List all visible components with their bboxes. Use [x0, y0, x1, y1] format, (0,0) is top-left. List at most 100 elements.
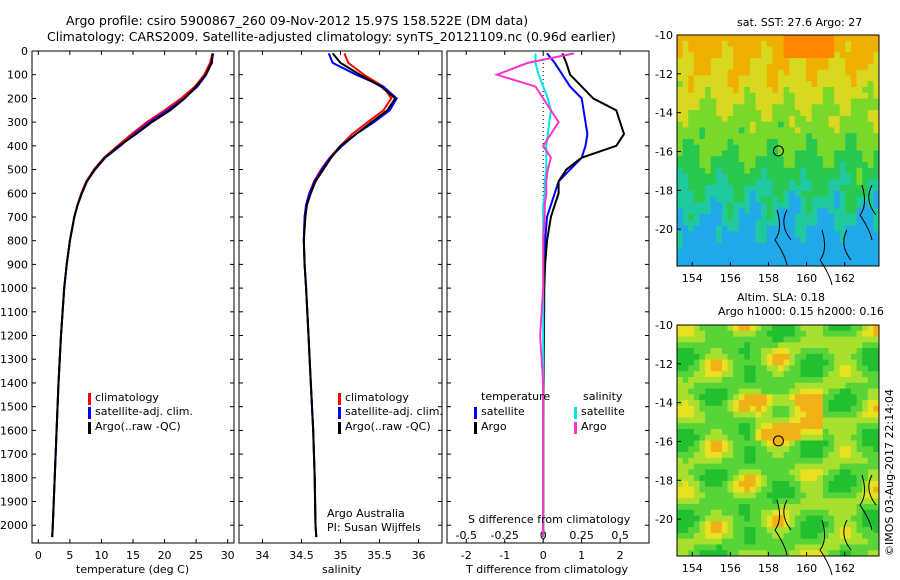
map-cell: [761, 110, 768, 117]
map-cell: [800, 365, 807, 372]
map-cell: [710, 196, 717, 203]
map-cell: [744, 133, 751, 140]
map-cell: [766, 417, 773, 424]
map-cell: [677, 162, 684, 169]
map-cell: [839, 394, 846, 401]
map-cell: [778, 237, 785, 244]
map-cell: [693, 248, 700, 255]
legend-satellite-label: satellite-adj. clim.: [95, 405, 193, 418]
map-cell: [806, 156, 813, 163]
figure-title-line2: Climatology: CARS2009. Satellite-adjuste…: [47, 29, 616, 44]
map-cell: [755, 190, 762, 198]
map-cell: [733, 144, 740, 151]
map-cell: [721, 46, 728, 53]
map-cell: [794, 63, 801, 71]
map-cell: [783, 365, 790, 372]
salinity-axis-label: salinity: [322, 563, 362, 576]
map-cell: [778, 550, 785, 557]
map-cell: [806, 40, 813, 47]
map-cell: [727, 348, 734, 355]
map-cell: [733, 196, 740, 203]
map-cell: [867, 550, 874, 557]
map-cell: [873, 348, 880, 355]
map-cell: [800, 423, 807, 430]
map-cell: [749, 110, 756, 117]
map-cell: [862, 365, 869, 372]
map-cell: [761, 92, 768, 99]
map-cell: [677, 214, 684, 221]
map-cell: [682, 75, 689, 82]
map-cell: [716, 52, 723, 59]
map-cell: [873, 52, 880, 59]
map-cell: [800, 86, 807, 94]
map-cell: [677, 219, 684, 226]
map-cell: [856, 417, 863, 424]
map-cell: [766, 156, 773, 163]
map-cell: [811, 98, 818, 105]
map-cell: [688, 173, 695, 180]
map-cell: [682, 127, 689, 134]
map-cell: [693, 254, 700, 261]
map-cell: [789, 388, 796, 395]
map-cell: [772, 359, 779, 366]
map-cell: [755, 225, 762, 232]
map-cell: [749, 348, 756, 355]
map-cell: [873, 515, 880, 522]
map-cell: [873, 325, 880, 332]
map-cell: [699, 237, 706, 244]
map-cell: [834, 544, 841, 551]
map-cell: [828, 388, 835, 395]
map-cell: [733, 231, 740, 238]
map-cell: [834, 179, 841, 186]
map-cell: [794, 325, 801, 332]
map-cell: [738, 469, 745, 476]
map-cell: [705, 469, 712, 476]
map-cell: [867, 40, 874, 47]
map-cell: [800, 492, 807, 499]
map-cell: [873, 440, 880, 447]
map-cell: [856, 92, 863, 99]
map-cell: [727, 35, 734, 42]
map-cell: [850, 550, 857, 557]
map-cell: [727, 486, 734, 493]
legend3-temp-satellite: satellite: [481, 405, 525, 418]
map-cell: [811, 138, 818, 146]
map-cell: [677, 144, 684, 151]
map-cell: [716, 452, 723, 459]
map-cell: [727, 242, 734, 250]
map-cell: [744, 110, 751, 117]
map-cell: [845, 382, 852, 389]
map-cell: [783, 242, 790, 250]
map-cell: [693, 538, 700, 545]
map-x-tick-label: 154: [682, 272, 703, 285]
map-cell: [845, 248, 852, 255]
map-cell: [794, 423, 801, 430]
map-cell: [800, 527, 807, 534]
map-cell: [744, 486, 751, 493]
map-cell: [828, 75, 835, 82]
map-cell: [789, 538, 796, 545]
map-cell: [744, 405, 751, 413]
map-cell: [766, 127, 773, 134]
map-cell: [699, 469, 706, 476]
map-cell: [772, 405, 779, 413]
map-cell: [727, 75, 734, 82]
map-cell: [850, 382, 857, 389]
map-cell: [721, 185, 728, 192]
map-cell: [828, 515, 835, 522]
map-cell: [806, 452, 813, 459]
map-cell: [693, 150, 700, 157]
map-cell: [772, 69, 779, 76]
map-cell: [828, 167, 835, 175]
map-cell: [721, 463, 728, 470]
map-cell: [705, 86, 712, 94]
map-cell: [862, 394, 869, 401]
map-cell: [727, 173, 734, 180]
map-cell: [677, 237, 684, 244]
map-cell: [761, 376, 768, 384]
map-cell: [778, 214, 785, 221]
coastline: [859, 184, 877, 241]
map-cell: [677, 336, 684, 343]
map-cell: [699, 359, 706, 366]
